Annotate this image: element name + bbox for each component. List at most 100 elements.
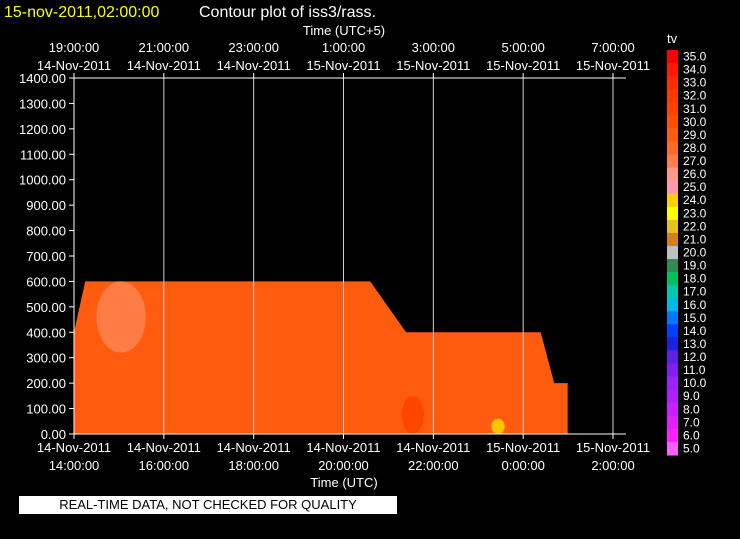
- legend-label: 32.0: [683, 89, 707, 103]
- legend-swatch: [667, 324, 678, 338]
- top-tick-label-date: 15-Nov-2011: [576, 58, 650, 73]
- legend-label: 18.0: [683, 272, 707, 286]
- legend-label: 33.0: [683, 76, 707, 90]
- legend-swatch: [667, 63, 678, 77]
- legend-label: 5.0: [683, 441, 700, 455]
- contour-region: [74, 281, 568, 434]
- top-tick-label-time: 3:00:00: [412, 40, 455, 55]
- legend-swatch: [667, 259, 678, 273]
- legend-swatch: [667, 102, 678, 116]
- legend-swatch: [667, 232, 678, 247]
- top-tick-label-time: 21:00:00: [139, 40, 190, 55]
- top-tick-label-date: 14-Nov-2011: [127, 58, 201, 73]
- legend-label: 7.0: [683, 415, 700, 429]
- y-tick-label: 0.00: [41, 427, 66, 442]
- y-tick-label: 100.00: [26, 402, 66, 417]
- y-tick-label: 600.00: [26, 274, 66, 289]
- contour-min-patch: [491, 418, 505, 434]
- legend-label: 35.0: [683, 50, 707, 64]
- legend-swatch: [667, 141, 678, 156]
- x-tick-label-time: 2:00:00: [591, 458, 634, 473]
- legend-swatch: [667, 219, 678, 234]
- legend-swatch: [667, 285, 678, 299]
- x-tick-label-time: 18:00:00: [228, 458, 279, 473]
- top-tick-label-date: 14-Nov-2011: [217, 58, 291, 73]
- legend-swatch: [667, 415, 678, 430]
- legend-swatch: [667, 298, 678, 312]
- legend-label: 23.0: [683, 206, 707, 220]
- legend-swatch: [667, 167, 678, 182]
- axis-layer: 14-Nov-2011 14:00:00 14-Nov-2011 16:00:00 14…: [19, 40, 650, 473]
- top-axis-label: Time (UTC+5): [303, 23, 385, 38]
- y-tick-label: 700.00: [26, 249, 66, 264]
- legend-label: 20.0: [683, 246, 707, 260]
- x-tick-label-time: 20:00:00: [318, 458, 369, 473]
- legend-label: 9.0: [683, 389, 700, 403]
- legend-label: 17.0: [683, 285, 707, 299]
- top-tick-label-time: 5:00:00: [501, 40, 544, 55]
- top-tick-label-time: 19:00:00: [49, 40, 100, 55]
- legend-label: 31.0: [683, 102, 707, 116]
- legend-label: 16.0: [683, 298, 707, 312]
- y-tick-label: 1200.00: [19, 122, 66, 137]
- y-tick-label: 1000.00: [19, 173, 66, 188]
- x-tick-label-time: 0:00:00: [501, 458, 544, 473]
- legend-swatch: [667, 115, 678, 129]
- x-tick-label-date: 14-Nov-2011: [37, 440, 111, 455]
- legend-label: 11.0: [683, 363, 706, 377]
- quality-notice: REAL-TIME DATA, NOT CHECKED FOR QUALITY: [19, 496, 397, 514]
- legend-label: 25.0: [683, 180, 707, 194]
- legend-label: 10.0: [683, 376, 707, 390]
- legend-swatch: [667, 180, 678, 195]
- legend-swatch: [667, 337, 678, 351]
- x-tick-label-date: 14-Nov-2011: [396, 440, 470, 455]
- y-tick-label: 800.00: [26, 224, 66, 239]
- legend-label: 30.0: [683, 115, 707, 129]
- legend-swatch: [667, 154, 678, 169]
- legend-swatch: [667, 128, 678, 142]
- contour-layer: [74, 281, 568, 434]
- legend-swatch: [667, 389, 678, 404]
- legend-label: 27.0: [683, 154, 707, 168]
- legend-swatch: [667, 376, 678, 391]
- chart-title: Contour plot of iss3/rass.: [199, 4, 376, 21]
- grid-layer: [163, 78, 614, 434]
- y-tick-label: 1100.00: [20, 147, 66, 162]
- legend-swatch: [667, 245, 678, 260]
- legend-swatch: [667, 89, 678, 103]
- legend-label: 29.0: [683, 128, 707, 142]
- legend-label: 6.0: [683, 428, 700, 442]
- x-tick-label-time: 22:00:00: [408, 458, 459, 473]
- legend-label: 22.0: [683, 219, 707, 233]
- x-tick-label-time: 16:00:00: [139, 458, 190, 473]
- legend-label: 13.0: [683, 337, 707, 351]
- contour-warm-patch: [96, 281, 146, 353]
- legend-label: 14.0: [683, 324, 707, 338]
- x-tick-label-date: 15-Nov-2011: [486, 440, 560, 455]
- legend-swatch: [667, 311, 678, 325]
- legend-swatch: [667, 363, 678, 378]
- legend-swatch: [667, 272, 678, 286]
- legend-swatch: [667, 441, 678, 456]
- y-tick-label: 400.00: [26, 325, 66, 340]
- legend-label: 21.0: [683, 232, 707, 246]
- legend-label: 24.0: [683, 193, 707, 207]
- top-tick-label-date: 15-Nov-2011: [486, 58, 560, 73]
- legend-label: 8.0: [683, 402, 700, 416]
- x-tick-label-date: 15-Nov-2011: [576, 440, 650, 455]
- top-tick-label-time: 7:00:00: [591, 40, 634, 55]
- legend-label: 26.0: [683, 167, 707, 181]
- legend-swatch: [667, 193, 678, 208]
- legend-title: tv: [667, 31, 678, 46]
- y-tick-label: 200.00: [26, 376, 66, 391]
- legend-swatch: [667, 76, 678, 90]
- top-tick-label-date: 15-Nov-2011: [306, 58, 380, 73]
- y-tick-label: 500.00: [26, 300, 66, 315]
- legend-swatch: [667, 206, 678, 221]
- bottom-axis-label: Time (UTC): [310, 475, 377, 490]
- x-tick-label-date: 14-Nov-2011: [306, 440, 380, 455]
- legend-swatch: [667, 428, 678, 443]
- contour-cool-patch: [401, 395, 425, 434]
- legend-swatch: [667, 350, 678, 365]
